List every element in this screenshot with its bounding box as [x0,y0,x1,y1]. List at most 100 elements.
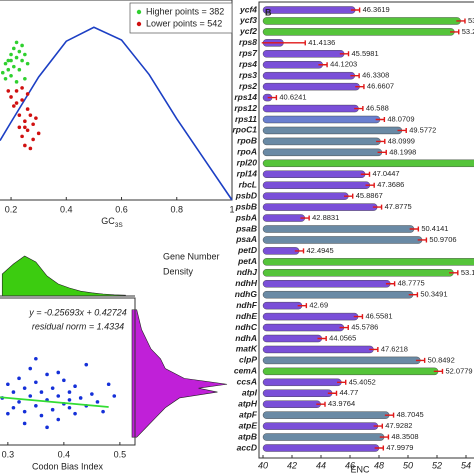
point [23,143,27,148]
point [67,390,72,394]
point [20,86,24,90]
bar [262,236,423,244]
category-label: accD [237,442,257,452]
error-bar [373,423,384,429]
category-label: ndhA [235,333,257,343]
category-label: ycf4 [239,4,257,14]
x-tick-label: 42 [287,460,297,470]
value-label: 49.5772 [409,125,436,134]
point [73,384,77,389]
value-label: 46.3308 [362,71,389,80]
point [9,73,13,78]
error-bar [267,95,278,101]
error-bar [297,303,308,309]
bar [262,301,303,310]
bar [262,17,461,25]
point [28,366,33,371]
category-label: petA [237,256,257,266]
value-label: 50.4141 [421,224,448,233]
error-bar [433,368,444,374]
point [90,392,94,396]
value-label: 47.3686 [377,180,404,189]
point [62,378,66,383]
error-bar [417,237,428,243]
equation: y = -0.25693x + 0.42724 [28,307,127,317]
point [14,89,19,93]
error-bar [408,292,419,298]
error-bar [375,117,386,122]
point [67,398,72,402]
error-bar [450,29,460,35]
category-label: petD [237,245,257,255]
error-bar [360,171,371,177]
bar [262,312,359,321]
error-bar [449,270,459,276]
category-label: clpP [239,355,257,365]
value-label: 45.4052 [349,377,376,386]
bar [262,280,391,288]
value-label: 47.9282 [385,421,412,430]
bar [262,61,323,69]
point [45,425,49,430]
error-bar [384,412,395,418]
point [28,113,33,117]
error-bar [294,248,305,254]
point [20,98,24,102]
plot-frame [0,297,136,446]
bar [262,247,300,255]
error-bar [397,127,407,133]
legend-marker [136,9,142,15]
error-bar [355,84,365,90]
category-label: matK [236,344,258,354]
bar [262,269,454,277]
value-label: 53.136 [461,268,474,277]
x-tick-label: 0.4 [60,204,73,214]
point [6,411,10,416]
point [36,131,41,136]
error-bar [379,434,390,440]
point [31,137,35,142]
category-label: atpI [242,388,258,398]
value-label: 47.8775 [385,202,412,211]
point [3,76,8,81]
x-tick-label: 46 [345,460,355,470]
error-bar [354,106,364,112]
category-label: ndhH [235,278,258,288]
error-bar [317,336,327,341]
value-label: 45.8867 [356,191,383,200]
point [11,390,16,394]
value-label: 46.5581 [365,312,392,321]
plot-frame [0,0,233,201]
error-bar [369,346,379,352]
bar [262,6,356,14]
point [84,362,89,367]
point [28,394,33,398]
value-label: 42.4945 [307,246,334,255]
error-bar [300,215,310,221]
point [12,64,16,69]
error-bar [374,445,385,451]
value-label: 48.7045 [397,410,424,419]
bar [262,258,474,266]
legend-marker [136,21,142,27]
point [23,125,27,130]
value-label: 44.77 [340,388,359,397]
bar [262,28,455,36]
category-label: ndhJ [237,267,258,277]
legend-label: Lower points = 542 [146,18,222,28]
point [11,405,16,410]
value-label: 44.1203 [330,60,357,69]
error-bar [344,193,354,199]
value-label: 46.588 [366,104,389,113]
category-label: rps8 [239,37,257,47]
point [45,372,49,377]
point [14,80,19,84]
bar [262,159,474,167]
point [14,40,19,45]
point [20,58,24,63]
bar [262,367,439,376]
category-label: psbA [235,212,257,222]
bar [262,345,374,354]
category-label: ndhF [236,300,258,310]
annotation: Density [163,266,194,276]
